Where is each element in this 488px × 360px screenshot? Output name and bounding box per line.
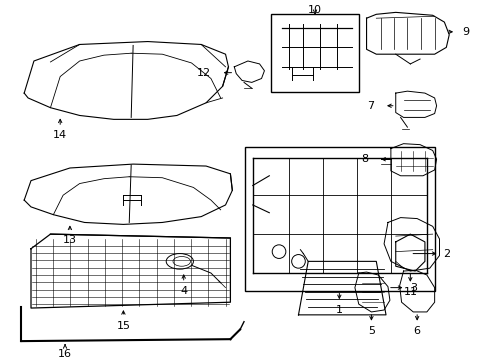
Bar: [244, 147, 434, 291]
Text: 12: 12: [196, 68, 210, 78]
Text: 6: 6: [413, 327, 420, 336]
Text: 14: 14: [53, 130, 67, 140]
Text: 13: 13: [63, 235, 77, 245]
Text: 3: 3: [409, 283, 416, 293]
Text: 2: 2: [442, 249, 449, 258]
Text: 10: 10: [307, 5, 322, 15]
Text: 5: 5: [367, 327, 374, 336]
Text: 9: 9: [461, 27, 468, 37]
Text: 8: 8: [361, 154, 368, 164]
Text: 4: 4: [180, 285, 187, 296]
Text: 16: 16: [58, 349, 72, 359]
Text: 7: 7: [366, 101, 374, 111]
Text: 15: 15: [116, 320, 130, 330]
Text: 11: 11: [403, 288, 416, 297]
Bar: [271, 14, 358, 92]
Text: 1: 1: [335, 305, 342, 315]
